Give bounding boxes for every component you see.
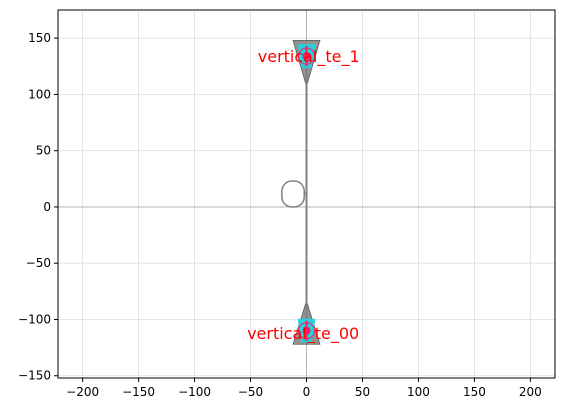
x-tick-label: 50: [355, 385, 370, 399]
y-tick-label: 0: [43, 200, 51, 214]
x-tick-label: 100: [407, 385, 430, 399]
y-tick-label: 100: [28, 87, 51, 101]
port-label: vertical_te_1: [258, 47, 360, 67]
x-tick-label: −100: [178, 385, 211, 399]
x-tick-label: 150: [463, 385, 486, 399]
waveguide-loop: [281, 180, 306, 208]
y-tick-label: 150: [28, 31, 51, 45]
tick-layer: −200 −150 −100 −50 0 50 100 150 200 −150 −100 −50 0 5…: [18, 31, 542, 399]
y-tick-label: −100: [18, 312, 51, 326]
x-tick-label: 0: [303, 385, 311, 399]
y-tick-label: 50: [36, 144, 51, 158]
y-tick-label: −150: [18, 369, 51, 383]
geometry-layer: [281, 39, 321, 345]
x-tick-label: −50: [238, 385, 263, 399]
x-tick-label: −150: [122, 385, 155, 399]
port-layer: vertical_te_1 vertical_te_00: [247, 44, 360, 344]
x-tick-label: −200: [66, 385, 99, 399]
y-tick-label: −50: [26, 256, 51, 270]
port-label: vertical_te_00: [247, 324, 359, 344]
x-tick-label: 200: [519, 385, 542, 399]
